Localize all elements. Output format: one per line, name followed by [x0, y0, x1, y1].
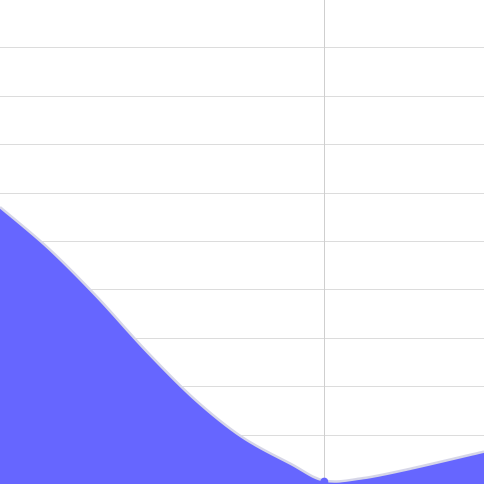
marker-layer	[320, 477, 329, 484]
series-line-0	[0, 206, 484, 483]
area-layer	[0, 206, 484, 484]
data-point-marker[interactable]	[320, 477, 329, 484]
series-area-0	[0, 207, 484, 484]
